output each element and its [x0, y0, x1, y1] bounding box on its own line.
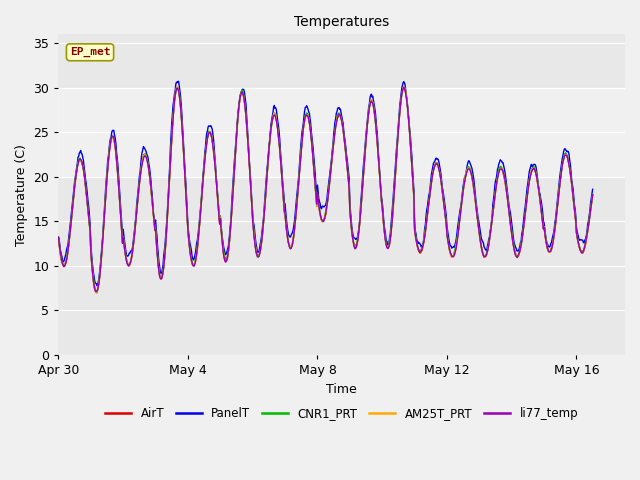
AM25T_PRT: [543, 245, 551, 251]
CNR1_PRT: [401, 84, 408, 90]
li77_temp: [415, 248, 423, 254]
li77_temp: [543, 245, 551, 251]
AirT: [54, 235, 62, 241]
Legend: AirT, PanelT, CNR1_PRT, AM25T_PRT, li77_temp: AirT, PanelT, CNR1_PRT, AM25T_PRT, li77_…: [100, 403, 583, 425]
Line: CNR1_PRT: CNR1_PRT: [58, 87, 593, 293]
li77_temp: [408, 164, 416, 169]
PanelT: [93, 283, 101, 288]
CNR1_PRT: [589, 191, 596, 197]
AirT: [400, 84, 408, 90]
Line: li77_temp: li77_temp: [58, 87, 593, 292]
AirT: [415, 249, 423, 255]
CNR1_PRT: [93, 290, 100, 296]
AirT: [451, 249, 459, 255]
PanelT: [175, 78, 182, 84]
AM25T_PRT: [350, 242, 358, 248]
CNR1_PRT: [349, 238, 357, 244]
Line: AirT: AirT: [58, 87, 593, 292]
Y-axis label: Temperature (C): Temperature (C): [15, 144, 28, 246]
PanelT: [415, 240, 423, 246]
AM25T_PRT: [408, 163, 416, 168]
li77_temp: [451, 250, 459, 255]
PanelT: [577, 237, 584, 242]
li77_temp: [92, 289, 100, 295]
li77_temp: [589, 192, 596, 198]
PanelT: [350, 235, 358, 240]
CNR1_PRT: [54, 234, 62, 240]
AirT: [577, 248, 584, 254]
Line: PanelT: PanelT: [58, 81, 593, 286]
AM25T_PRT: [415, 248, 423, 253]
PanelT: [543, 241, 551, 247]
AM25T_PRT: [577, 249, 584, 254]
li77_temp: [54, 235, 62, 240]
AM25T_PRT: [54, 236, 62, 241]
Text: EP_met: EP_met: [70, 47, 110, 58]
Title: Temperatures: Temperatures: [294, 15, 389, 29]
X-axis label: Time: Time: [326, 383, 357, 396]
AirT: [92, 289, 100, 295]
CNR1_PRT: [451, 246, 459, 252]
li77_temp: [400, 84, 408, 90]
Bar: [58, 88, 625, 177]
PanelT: [451, 242, 459, 248]
AM25T_PRT: [92, 290, 100, 296]
CNR1_PRT: [543, 244, 551, 250]
AirT: [543, 246, 551, 252]
CNR1_PRT: [415, 248, 423, 254]
CNR1_PRT: [577, 247, 584, 252]
PanelT: [54, 234, 62, 240]
AirT: [349, 238, 357, 244]
AM25T_PRT: [451, 249, 459, 254]
PanelT: [408, 153, 416, 159]
AM25T_PRT: [589, 192, 596, 198]
Line: AM25T_PRT: AM25T_PRT: [58, 87, 593, 293]
CNR1_PRT: [408, 164, 416, 169]
li77_temp: [349, 239, 357, 244]
AM25T_PRT: [173, 84, 181, 90]
PanelT: [589, 186, 596, 192]
AirT: [408, 162, 416, 168]
li77_temp: [577, 248, 584, 254]
AirT: [589, 192, 596, 198]
